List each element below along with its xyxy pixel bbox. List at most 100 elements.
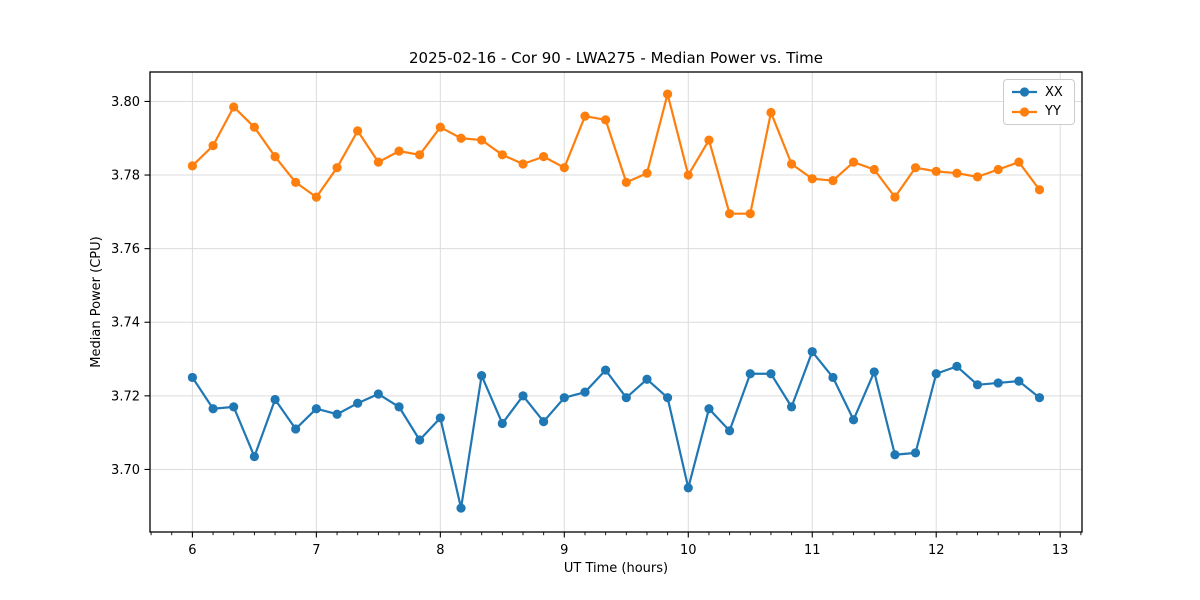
data-point-yy	[332, 163, 342, 173]
y-tick-label: 3.76	[111, 242, 140, 257]
data-point-yy	[890, 192, 900, 202]
data-point-yy	[477, 135, 487, 145]
data-point-yy	[952, 168, 962, 178]
x-tick-label: 11	[804, 543, 821, 558]
data-point-yy	[828, 175, 838, 186]
data-point-yy	[1014, 157, 1024, 167]
data-point-yy	[766, 107, 776, 118]
data-point-xx	[704, 404, 714, 414]
data-point-yy	[662, 89, 673, 99]
data-point-xx	[890, 450, 900, 460]
data-point-yy	[270, 152, 280, 162]
data-point-yy	[993, 164, 1003, 175]
data-point-yy	[910, 163, 921, 173]
data-point-yy	[249, 122, 259, 132]
data-point-yy	[621, 177, 631, 187]
data-point-xx	[745, 369, 755, 379]
data-point-xx	[291, 424, 301, 434]
legend-item-xx: XX	[1011, 83, 1068, 102]
data-point-xx	[229, 402, 239, 412]
data-point-yy	[394, 146, 404, 156]
legend-sample-yy-line-icon	[1012, 107, 1037, 117]
data-point-xx	[931, 369, 941, 379]
data-point-xx	[332, 409, 342, 419]
x-tick-label: 10	[680, 543, 697, 558]
data-point-yy	[435, 122, 445, 132]
data-point-yy	[353, 126, 363, 136]
data-point-yy	[1034, 185, 1045, 195]
data-point-yy	[311, 192, 321, 202]
data-point-yy	[724, 209, 735, 219]
data-point-yy	[931, 166, 941, 176]
data-point-yy	[539, 152, 549, 162]
data-point-yy	[848, 157, 859, 167]
data-point-xx	[539, 417, 549, 427]
y-tick-label: 3.78	[111, 169, 140, 184]
data-point-xx	[415, 435, 425, 445]
data-point-xx	[249, 451, 259, 462]
data-point-xx	[311, 404, 321, 414]
legend-label-yy: YY	[1045, 104, 1061, 120]
x-tick-label: 9	[560, 543, 568, 558]
series-line-xx	[191, 350, 1041, 510]
legend: XX YY	[1003, 79, 1075, 125]
y-tick-label: 3.70	[111, 463, 140, 478]
plot-frame	[149, 71, 1083, 533]
data-point-yy	[704, 135, 714, 145]
data-point-xx	[642, 374, 652, 384]
x-tick-label: 13	[1052, 543, 1069, 558]
data-point-yy	[415, 150, 425, 160]
legend-item-yy: YY	[1011, 102, 1068, 121]
data-point-xx	[807, 347, 817, 357]
data-point-yy	[580, 111, 590, 121]
grid-layer	[150, 72, 1082, 532]
data-point-xx	[580, 387, 590, 397]
y-axis-label: Median Power (CPU)	[89, 236, 104, 367]
data-point-xx	[683, 483, 693, 493]
data-point-xx	[373, 389, 383, 399]
y-tick-label: 3.74	[111, 316, 140, 331]
data-point-yy	[807, 174, 817, 184]
data-point-yy	[745, 209, 755, 219]
data-point-yy	[518, 159, 528, 169]
y-tick-label: 3.72	[111, 389, 140, 404]
data-point-xx	[270, 394, 280, 405]
x-tick-label: 7	[312, 543, 320, 558]
data-point-xx	[435, 413, 445, 423]
data-point-yy	[600, 115, 611, 125]
data-point-xx	[559, 393, 569, 403]
data-point-xx	[394, 402, 404, 412]
data-point-xx	[993, 378, 1003, 388]
series-line-yy	[191, 92, 1041, 215]
x-tick-label: 8	[436, 543, 444, 558]
x-tick-label: 6	[188, 543, 196, 558]
data-point-yy	[187, 161, 197, 171]
data-point-yy	[456, 133, 466, 143]
data-point-yy	[229, 102, 239, 112]
data-point-yy	[683, 170, 693, 180]
data-point-xx	[518, 391, 528, 401]
data-point-yy	[786, 159, 797, 169]
data-point-xx	[910, 448, 921, 458]
data-point-yy	[559, 163, 569, 173]
data-point-xx	[869, 367, 879, 377]
data-point-xx	[972, 380, 983, 390]
legend-sample-xx-line-icon	[1012, 87, 1037, 97]
data-point-xx	[952, 361, 962, 371]
data-point-xx	[828, 372, 838, 383]
data-point-xx	[477, 371, 487, 381]
data-point-yy	[972, 172, 983, 182]
axes-layer: 6 7 8 9 10 11 12 13 3.70 3.72 3.74 3.76 3.78 3.80	[111, 71, 1083, 558]
data-point-xx	[662, 393, 673, 403]
data-point-yy	[642, 168, 652, 178]
data-point-xx	[208, 404, 218, 414]
data-point-xx	[621, 393, 631, 403]
x-axis-label: UT Time (hours)	[564, 561, 668, 576]
data-point-xx	[456, 503, 466, 513]
data-point-yy	[373, 157, 383, 167]
data-point-xx	[1034, 393, 1045, 403]
series-layer	[187, 89, 1045, 513]
data-point-xx	[766, 369, 776, 379]
data-point-yy	[869, 164, 879, 175]
